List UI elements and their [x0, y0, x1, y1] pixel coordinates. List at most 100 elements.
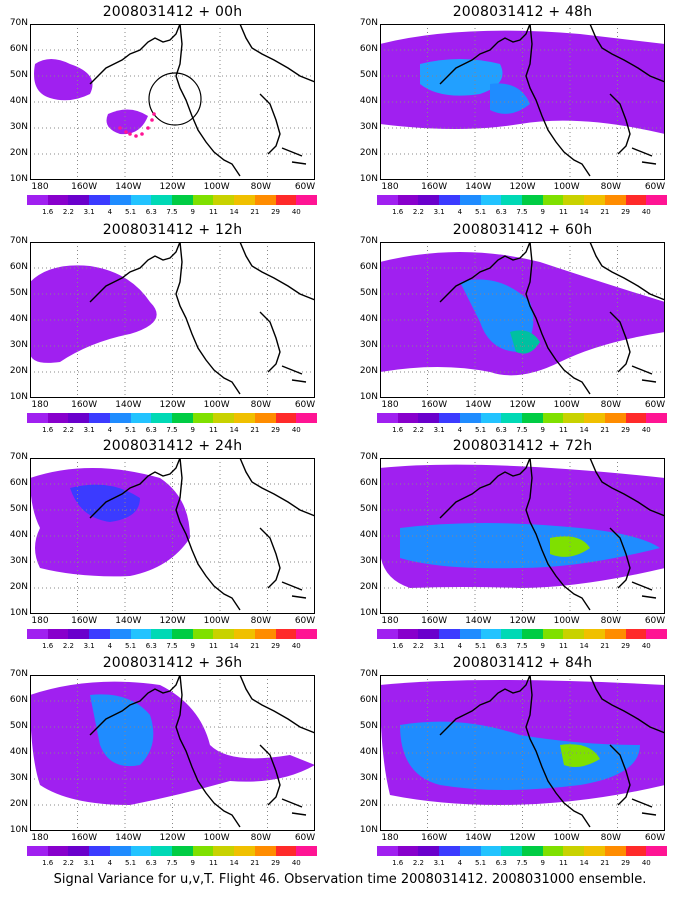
colorbar-label: 29	[271, 642, 281, 650]
y-tick-label: 70N	[9, 236, 28, 246]
y-tick-label: 20N	[359, 582, 378, 592]
colorbar-swatch	[563, 195, 585, 205]
coastline	[89, 242, 315, 395]
colorbar-label: 14	[229, 426, 239, 434]
x-tick-label: 60W	[644, 182, 666, 192]
variance-region	[420, 59, 503, 96]
colorbar-swatch	[625, 629, 647, 639]
colorbar-label: 21	[250, 426, 260, 434]
coastline	[439, 242, 665, 395]
colorbar-label: 14	[579, 642, 589, 650]
map-panel: 2008031412 + 12h 70N 60N 50N 40N 30N 20N 10N 180…	[0, 218, 335, 434]
x-tick-label: 100W	[553, 400, 580, 410]
panel-title: 2008031412 + 36h	[102, 655, 243, 671]
map-plot	[30, 458, 315, 614]
colorbar-label: 14	[579, 208, 589, 216]
colorbar-swatch	[377, 846, 398, 856]
x-tick-label: 100W	[203, 833, 230, 843]
colorbar-swatch	[563, 629, 585, 639]
colorbar-swatch	[172, 846, 193, 856]
y-tick-label: 40N	[9, 530, 28, 540]
coastline	[89, 24, 315, 177]
colorbar	[27, 629, 318, 639]
colorbar-label: 4	[107, 426, 113, 434]
y-tick-label: 10N	[9, 825, 28, 835]
y-tick-label: 60N	[9, 262, 28, 272]
x-tick-label: 60W	[294, 616, 316, 626]
x-tick-label: 120W	[509, 616, 536, 626]
map-plot	[380, 24, 665, 180]
y-tick-label: 40N	[359, 314, 378, 324]
map-frame	[380, 242, 665, 398]
colorbar-label: 14	[229, 642, 239, 650]
colorbar-label: 29	[271, 426, 281, 434]
colorbar-swatch	[625, 413, 647, 423]
y-tick-label: 50N	[359, 721, 378, 731]
colorbar-label: 40	[291, 642, 301, 650]
map-plot	[30, 675, 315, 831]
colorbar-label: 6.3	[145, 859, 157, 867]
variance-region	[380, 30, 665, 135]
map-frame	[30, 458, 315, 614]
colorbar-label: 3.1	[433, 642, 445, 650]
variance-region	[106, 109, 148, 135]
panel-title: 2008031412 + 00h	[102, 4, 243, 20]
colorbar-swatch	[109, 629, 131, 639]
coastline	[439, 675, 665, 828]
x-tick-label: 140W	[115, 400, 142, 410]
colorbar-label: 1.6	[42, 426, 54, 434]
colorbar-swatch	[172, 413, 193, 423]
colorbar-swatch	[254, 629, 276, 639]
map-frame	[30, 675, 315, 831]
colorbar-label: 11	[558, 208, 568, 216]
x-tick-label: 140W	[465, 400, 492, 410]
colorbar-swatch	[68, 629, 90, 639]
colorbar-swatch	[130, 195, 152, 205]
colorbar-label: 7.5	[516, 859, 528, 867]
colorbar-swatch	[192, 413, 214, 423]
x-tick-label: 180	[381, 400, 399, 410]
colorbar-swatch	[459, 413, 481, 423]
colorbar-label: 2.2	[62, 642, 74, 650]
y-tick-label: 70N	[359, 18, 378, 28]
colorbar-swatch	[47, 629, 69, 639]
colorbar-label: 4	[107, 642, 113, 650]
colorbar-label: 40	[641, 642, 651, 650]
x-tick-label: 100W	[203, 616, 230, 626]
colorbar-swatch	[213, 413, 235, 423]
figure-caption: Signal Variance for u,v,T. Flight 46. Ob…	[53, 872, 647, 887]
x-tick-label: 160W	[421, 182, 448, 192]
y-tick-label: 10N	[359, 392, 378, 402]
colorbar-label: 1.6	[392, 426, 404, 434]
colorbar-label: 4	[457, 426, 463, 434]
variance-region	[400, 523, 660, 569]
colorbar-label: 6.3	[495, 642, 507, 650]
map-plot	[380, 458, 665, 614]
colorbar-swatch	[275, 413, 297, 423]
colorbar-label: 9	[190, 426, 195, 434]
colorbar-swatch	[192, 846, 214, 856]
map-panel: 2008031412 + 60h 70N 60N 50N 40N 30N 20N 10N 180…	[350, 218, 685, 434]
x-tick-label: 140W	[115, 833, 142, 843]
colorbar-swatch	[418, 413, 440, 423]
colorbar-swatch	[234, 846, 255, 856]
x-tick-label: 160W	[71, 182, 98, 192]
colorbar-swatch	[459, 195, 481, 205]
x-tick-label: 60W	[644, 400, 666, 410]
colorbar-label: 2.2	[412, 426, 424, 434]
x-tick-label: 60W	[294, 400, 316, 410]
colorbar-label: 3.1	[433, 426, 445, 434]
colorbar-swatch	[480, 413, 502, 423]
colorbar-label: 40	[641, 859, 651, 867]
x-tick-label: 160W	[71, 616, 98, 626]
x-tick-label: 120W	[509, 400, 536, 410]
colorbar-label: 6.3	[495, 208, 507, 216]
colorbar-swatch	[397, 413, 419, 423]
colorbar-label: 7.5	[166, 642, 178, 650]
map-frame	[30, 24, 315, 180]
colorbar	[377, 629, 668, 639]
x-tick-label: 60W	[644, 833, 666, 843]
colorbar-label: 40	[641, 208, 651, 216]
variance-region	[90, 694, 154, 767]
colorbar-label: 6.3	[495, 859, 507, 867]
